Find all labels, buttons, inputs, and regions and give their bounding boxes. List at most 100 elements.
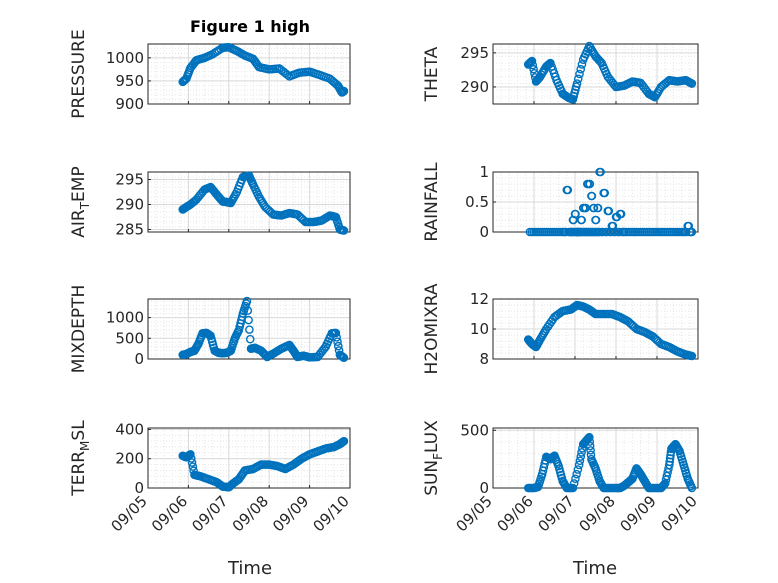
y-tick-label: 290 (115, 196, 144, 214)
x-axis-label-right: Time (572, 558, 617, 579)
data-point (333, 337, 342, 347)
data-point (572, 79, 582, 88)
data-point (237, 312, 247, 322)
data-point (573, 465, 583, 474)
y-tick-label: 295 (460, 44, 489, 62)
y-tick-label: 1000 (106, 309, 144, 327)
axes-box (492, 43, 699, 105)
panel-terr-msl: 0 200 400 TERRMSL 09/0509/0609/0709/0809/090… (69, 420, 353, 536)
x-tick-label: 09/07 (188, 492, 231, 535)
data-point (600, 188, 610, 198)
y-axis-label: PRESSURE (69, 29, 89, 118)
axes-box (147, 427, 351, 489)
y-tick-label: 500 (115, 329, 144, 347)
data-point (569, 479, 579, 488)
y-tick-label: 295 (115, 171, 144, 189)
data-point (339, 436, 349, 446)
data-point (585, 441, 595, 451)
data-point (245, 334, 255, 344)
data-point (571, 474, 580, 484)
data-point (577, 215, 586, 225)
axes-box (147, 43, 351, 105)
data-point (687, 79, 697, 88)
panel-sun-flux: 0 500 SUNFLUX 09/0509/0609/0709/0809/0909/1… (422, 420, 701, 536)
y-tick-label: 0 (134, 479, 144, 497)
y-tick-label: 950 (115, 72, 144, 90)
y-tick-label: 0 (479, 479, 489, 497)
x-tick-label: 09/06 (148, 492, 191, 535)
x-tick-label: 09/05 (453, 492, 496, 535)
axes-box (147, 298, 351, 360)
data-point (245, 325, 254, 334)
data-point (687, 351, 697, 361)
data-point (573, 74, 583, 84)
data-point (577, 60, 587, 69)
x-tick-label: 09/09 (269, 492, 312, 535)
y-tick-label: 1 (479, 163, 489, 181)
data-point (593, 203, 603, 213)
y-tick-label: 290 (460, 78, 489, 96)
y-axis-label: RAINFALL (422, 162, 442, 242)
data-point (186, 450, 195, 459)
panel-rainfall: 0 0.5 1 RAINFALL (422, 162, 699, 242)
panel-mixdepth: 0 500 1000 MIXDEPTH (69, 285, 351, 374)
y-tick-label: 400 (115, 420, 144, 438)
y-tick-label: 500 (460, 421, 489, 439)
panel-pressure: 900 950 1000 PRESSURE (69, 29, 351, 119)
data-point (339, 86, 349, 96)
data-point (585, 437, 595, 446)
data-point (574, 460, 584, 470)
y-tick-label: 10 (470, 320, 489, 338)
data-point (243, 306, 253, 315)
y-tick-label: 8 (479, 350, 489, 368)
data-point (571, 209, 580, 219)
data-point (188, 462, 198, 471)
y-tick-label: 12 (470, 290, 489, 308)
data-point (242, 296, 252, 306)
data-point (244, 315, 253, 325)
data-point (563, 185, 573, 195)
data-point (596, 167, 605, 177)
panel-air-temp: 285 290 295 AIRTEMP (69, 166, 351, 239)
data-point (575, 69, 584, 79)
x-tick-label: 09/09 (617, 492, 660, 535)
data-point (687, 483, 697, 493)
data-point (527, 56, 537, 66)
y-tick-label: 0 (134, 350, 144, 368)
data-point (616, 209, 626, 219)
y-axis-label: THETA (422, 46, 442, 102)
axes-box (492, 427, 699, 489)
data-point (575, 456, 585, 466)
data-point (331, 328, 341, 338)
data-point (572, 469, 581, 479)
x-tick-label: 09/10 (310, 492, 353, 535)
data-point (528, 60, 538, 70)
y-tick-label: 0 (479, 223, 489, 241)
y-tick-label: 900 (115, 95, 144, 113)
data-point (568, 483, 578, 493)
data-point (283, 70, 292, 80)
data-point (187, 458, 197, 467)
data-point (186, 454, 196, 463)
x-tick-label: 09/07 (535, 492, 578, 535)
data-point (586, 446, 595, 455)
x-tick-label: 09/05 (108, 492, 151, 535)
panel-h2omixra: 8 10 12 H2OMIXRA (422, 283, 699, 375)
y-tick-label: 200 (115, 450, 144, 468)
data-point (339, 226, 349, 235)
data-point (604, 206, 614, 216)
y-tick-label: 285 (115, 221, 144, 239)
data-point (585, 179, 595, 189)
y-axis-label: MIXDEPTH (69, 285, 89, 374)
data-point (587, 191, 597, 201)
y-axis-label: SUNFLUX (422, 420, 445, 496)
x-tick-label: 09/08 (576, 492, 619, 535)
data-point (591, 215, 601, 225)
panel-theta: 290 295 THETA (422, 41, 699, 105)
data-point (589, 203, 599, 213)
y-axis-label: TERRMSL (69, 420, 92, 497)
data-point (586, 450, 596, 460)
data-point (660, 480, 669, 489)
figure-title: Figure 1 high (190, 17, 310, 36)
